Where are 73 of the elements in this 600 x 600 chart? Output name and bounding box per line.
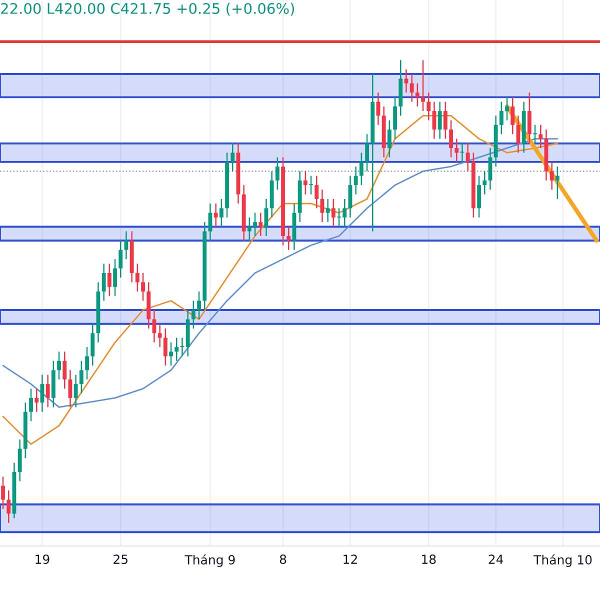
- candlestick: [309, 175, 313, 195]
- candlestick: [180, 337, 184, 357]
- candlestick: [538, 124, 543, 149]
- x-tick-label: 8: [280, 554, 286, 564]
- candlestick: [46, 374, 50, 408]
- candlestick: [303, 170, 308, 195]
- candlestick: [443, 101, 448, 140]
- candlestick: [454, 138, 459, 163]
- candlestick: [275, 156, 280, 190]
- candlestick: [141, 272, 145, 302]
- candlestick: [79, 360, 84, 394]
- candlestick: [85, 346, 89, 380]
- candlestick: [410, 73, 414, 102]
- candlestick: [426, 92, 431, 121]
- candlestick: [438, 101, 442, 140]
- candlestick: [169, 342, 173, 366]
- candlestick: [415, 82, 420, 108]
- candlestick: [421, 60, 425, 112]
- candlestick: [107, 263, 112, 297]
- candlestick: [477, 175, 481, 218]
- candlestick: [163, 328, 168, 366]
- x-tick-label: 24: [488, 554, 504, 564]
- candlestick: [482, 170, 487, 195]
- candlestick: [230, 142, 235, 172]
- candlestick: [158, 323, 162, 348]
- candlestick: [29, 388, 33, 422]
- candlestick: [359, 152, 364, 186]
- candlestick: [365, 134, 369, 172]
- candlestick: [314, 175, 319, 209]
- candlestick: [393, 96, 397, 140]
- candlestick: [505, 96, 509, 121]
- x-tick-label: 25: [114, 554, 128, 564]
- candlestick: [124, 230, 128, 260]
- candlestick: [6, 490, 11, 524]
- candlestick: [219, 198, 224, 228]
- x-tick-label: 12: [344, 554, 357, 564]
- candlestick: [404, 68, 408, 94]
- x-tick-label: Tháng 9: [184, 554, 235, 567]
- candlestick: [62, 351, 67, 390]
- candlestick: [18, 438, 22, 482]
- candlestick: [1, 476, 5, 510]
- chart-title: 22.00 L420.00 C421.75 +0.25 (+0.06%): [1, 2, 294, 16]
- candlestick: [135, 263, 140, 292]
- candlestick: [118, 240, 123, 278]
- candlestick: [191, 300, 196, 330]
- candlestick: [331, 198, 336, 228]
- candlestick: [258, 212, 263, 237]
- candlestick: [57, 351, 61, 380]
- candlestick: [34, 388, 39, 412]
- candlestick: [510, 96, 515, 135]
- candlestick: [466, 142, 470, 172]
- candlestick: [326, 198, 330, 223]
- candlestick: [320, 189, 324, 223]
- candlestick: [113, 258, 117, 297]
- candlestick: [253, 212, 257, 237]
- candlestick: [387, 120, 392, 158]
- candlestick: [214, 202, 218, 228]
- x-tick-label: 18: [422, 554, 436, 564]
- candlestick: [286, 226, 291, 250]
- candlestick: [550, 161, 554, 190]
- candlestick: [102, 263, 106, 302]
- candlestick: [499, 101, 504, 135]
- candlestick: [354, 166, 358, 195]
- candlestick: [555, 166, 560, 200]
- candlestick: [197, 290, 201, 320]
- x-tick-label: Tháng 10: [534, 554, 592, 567]
- candlestick: [74, 374, 78, 408]
- x-tick-label: 19: [36, 554, 50, 564]
- candlestick: [174, 337, 179, 362]
- candlestick: [247, 216, 252, 242]
- candlestick: [449, 120, 453, 158]
- candlestick: [527, 92, 532, 144]
- candlestick: [90, 323, 95, 366]
